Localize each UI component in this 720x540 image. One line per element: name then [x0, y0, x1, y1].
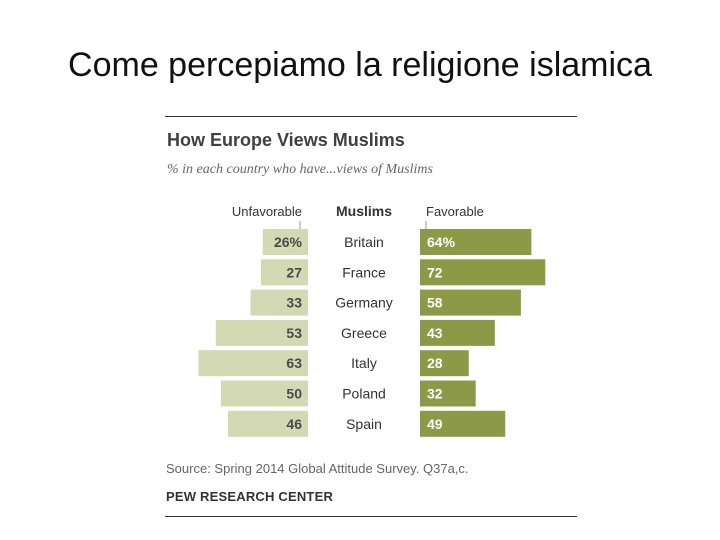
unfavorable-value-label: 33 [286, 295, 302, 311]
unfavorable-value-label: 50 [286, 386, 302, 402]
unfavorable-bar [262, 229, 308, 255]
unfavorable-value-label: 53 [286, 325, 302, 341]
bottom-divider [165, 516, 577, 517]
unfavorable-value-label: 63 [286, 355, 302, 371]
unfavorable-bar [261, 259, 308, 286]
unfavorable-bar [221, 380, 308, 407]
unfavorable-bar [215, 319, 308, 346]
favorable-value-label: 72 [427, 264, 443, 280]
favorable-bar [420, 289, 521, 316]
chart-title: How Europe Views Muslims [167, 130, 405, 150]
unfavorable-bar [198, 350, 308, 377]
favorable-bar [420, 380, 476, 407]
category-label: Spain [346, 416, 382, 432]
favorable-bar [420, 229, 532, 255]
favorable-value-label: 49 [427, 416, 443, 432]
unfavorable-header: Unfavorable [231, 204, 302, 219]
category-label: France [342, 264, 386, 280]
favorable-value-label: 64% [427, 234, 456, 250]
chart-source: Source: Spring 2014 Global Attitude Surv… [166, 461, 469, 476]
slide-title: Come percepiamo la religione islamica [68, 46, 652, 84]
favorable-value-label: 58 [427, 295, 443, 311]
category-label: Greece [341, 325, 387, 341]
category-label: Poland [342, 386, 386, 402]
favorable-bar [420, 410, 506, 437]
category-label: Britain [344, 234, 384, 250]
favorable-value-label: 43 [427, 325, 443, 341]
favorable-header: Favorable [426, 204, 484, 219]
favorable-value-label: 32 [427, 386, 443, 402]
category-header: Muslims [335, 203, 392, 219]
unfavorable-value-label: 27 [286, 264, 302, 280]
category-label: Germany [335, 295, 393, 311]
unfavorable-bar [250, 289, 308, 316]
unfavorable-value-label: 46 [286, 416, 302, 432]
unfavorable-value-label: 26% [274, 234, 303, 250]
favorable-bar [420, 259, 546, 286]
organization-credit: PEW RESEARCH CENTER [166, 489, 334, 504]
unfavorable-bar [227, 410, 308, 437]
favorable-value-label: 28 [427, 355, 443, 371]
favorable-bar [420, 319, 495, 346]
chart-subtitle: % in each country who have...views of Mu… [167, 162, 433, 177]
category-label: Italy [351, 355, 377, 371]
top-divider [165, 116, 577, 117]
favorable-bar [420, 350, 469, 377]
